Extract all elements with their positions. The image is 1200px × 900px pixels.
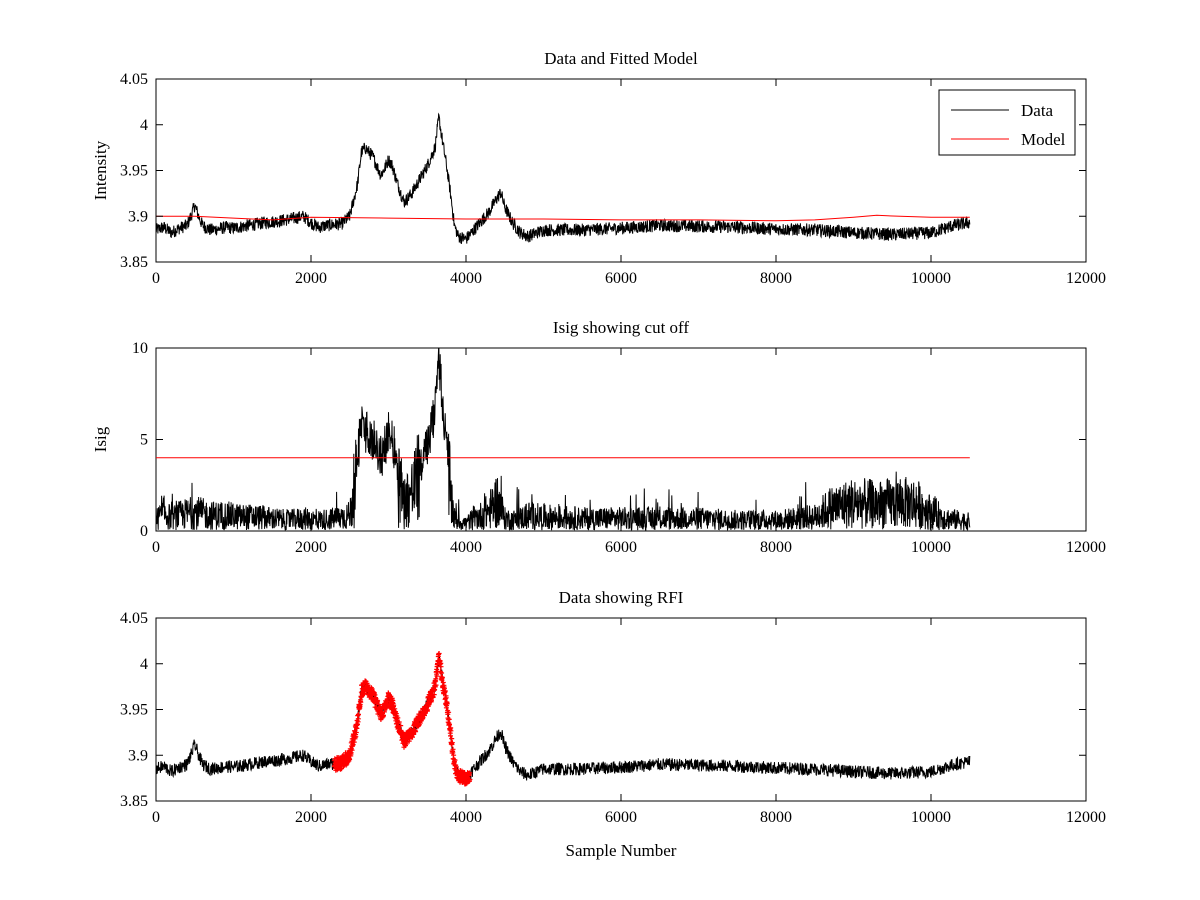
y-tick-label: 0 [140, 523, 148, 540]
x-tick-label: 6000 [605, 270, 637, 287]
chart-panel-3: 0 2000 4000 6000 8000 10000 12000 3.85 3.9 3.95 4 4… [120, 588, 1106, 860]
y-tick-label: 3.85 [120, 793, 148, 810]
x-tick-label: 0 [152, 809, 160, 826]
x-tick-label: 4000 [450, 539, 482, 556]
y-tick-label: 3.95 [120, 163, 148, 180]
x-tick-label: 4000 [450, 809, 482, 826]
series-1-line [156, 112, 971, 244]
y-tick-label: 4 [140, 656, 148, 673]
y-tick-label: 5 [140, 432, 148, 449]
y-tick-label: 3.95 [120, 702, 148, 719]
y-tick-label: 4.05 [120, 71, 148, 88]
x-tick-label: 2000 [295, 270, 327, 287]
chart-title: Data showing RFI [559, 588, 684, 607]
x-tick-label: 0 [152, 539, 160, 556]
x-tick-label: 6000 [605, 539, 637, 556]
series-2-markers [331, 651, 473, 787]
x-tick-label: 10000 [911, 809, 951, 826]
legend-box [938, 89, 1076, 156]
x-tick-label: 2000 [295, 539, 327, 556]
model-line [156, 214, 970, 222]
plot-series-group [156, 348, 971, 531]
y-tick-label: 3.9 [128, 747, 148, 764]
x-tick-label: 8000 [760, 270, 792, 287]
chart-title: Isig showing cut off [553, 318, 689, 337]
x-tick-label: 2000 [295, 809, 327, 826]
x-tick-label: 10000 [911, 270, 951, 287]
y-tick-label: 4 [140, 117, 148, 134]
chart-panel-2: 0 2000 4000 6000 8000 10000 12000 0 5 10 Isig show… [91, 318, 1106, 556]
x-tick-label: 8000 [760, 539, 792, 556]
series-1-line [156, 348, 971, 531]
x-tick-label: 4000 [450, 270, 482, 287]
y-axis-label: Intensity [91, 140, 110, 200]
x-tick-label: 12000 [1066, 809, 1106, 826]
legend: Data Model [938, 89, 1076, 156]
y-axis-label: Isig [91, 426, 110, 452]
chart-title: Data and Fitted Model [544, 49, 698, 68]
y-tick-label: 3.85 [120, 254, 148, 271]
x-tick-label: 6000 [605, 809, 637, 826]
y-tick-label: 3.9 [128, 208, 148, 225]
x-tick-label: 12000 [1066, 539, 1106, 556]
y-tick-label: 10 [132, 340, 148, 357]
legend-label-data: Data [1021, 101, 1054, 120]
legend-label-model: Model [1021, 130, 1066, 149]
x-tick-label: 0 [152, 270, 160, 287]
plot-series-group [156, 651, 971, 787]
y-tick-label: 4.05 [120, 610, 148, 627]
x-tick-label: 12000 [1066, 270, 1106, 287]
x-tick-label: 10000 [911, 539, 951, 556]
x-axis-label: Sample Number [566, 841, 677, 860]
chart-panel-1: 0 2000 4000 6000 8000 10000 12000 3.85 3.9 3.95 4 4… [91, 49, 1106, 287]
series-1-line [156, 655, 971, 785]
plot-series-group [156, 112, 971, 244]
x-tick-label: 8000 [760, 809, 792, 826]
